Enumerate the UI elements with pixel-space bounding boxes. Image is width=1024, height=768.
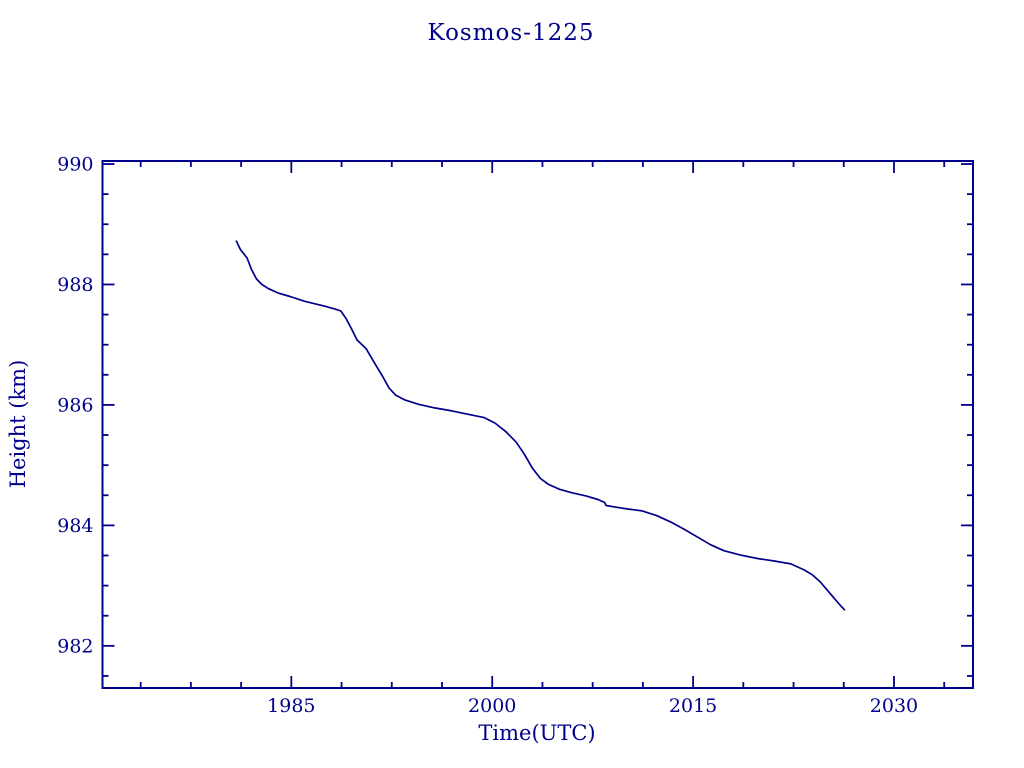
x-tick-label: 2015 [669,695,717,717]
y-tick-label: 982 [57,635,93,657]
x-tick-label: 2030 [870,695,918,717]
y-tick-labels: 990 988 986 984 982 [57,154,93,658]
x-tick-labels: 1985 2000 2015 2030 [267,695,918,717]
axis-ticks [102,161,973,688]
y-axis-label: Height (km) [6,360,30,489]
y-tick-label: 986 [57,394,93,416]
height-curve [235,240,846,611]
y-tick-label: 990 [57,154,93,176]
plot-frame [101,160,974,689]
x-tick-label: 1985 [267,695,315,717]
x-axis-label: Time(UTC) [478,721,595,745]
chart-title: Kosmos-1225 [428,20,595,46]
x-tick-label: 2000 [468,695,516,717]
y-tick-label: 984 [57,515,93,537]
y-tick-label: 988 [57,274,93,296]
